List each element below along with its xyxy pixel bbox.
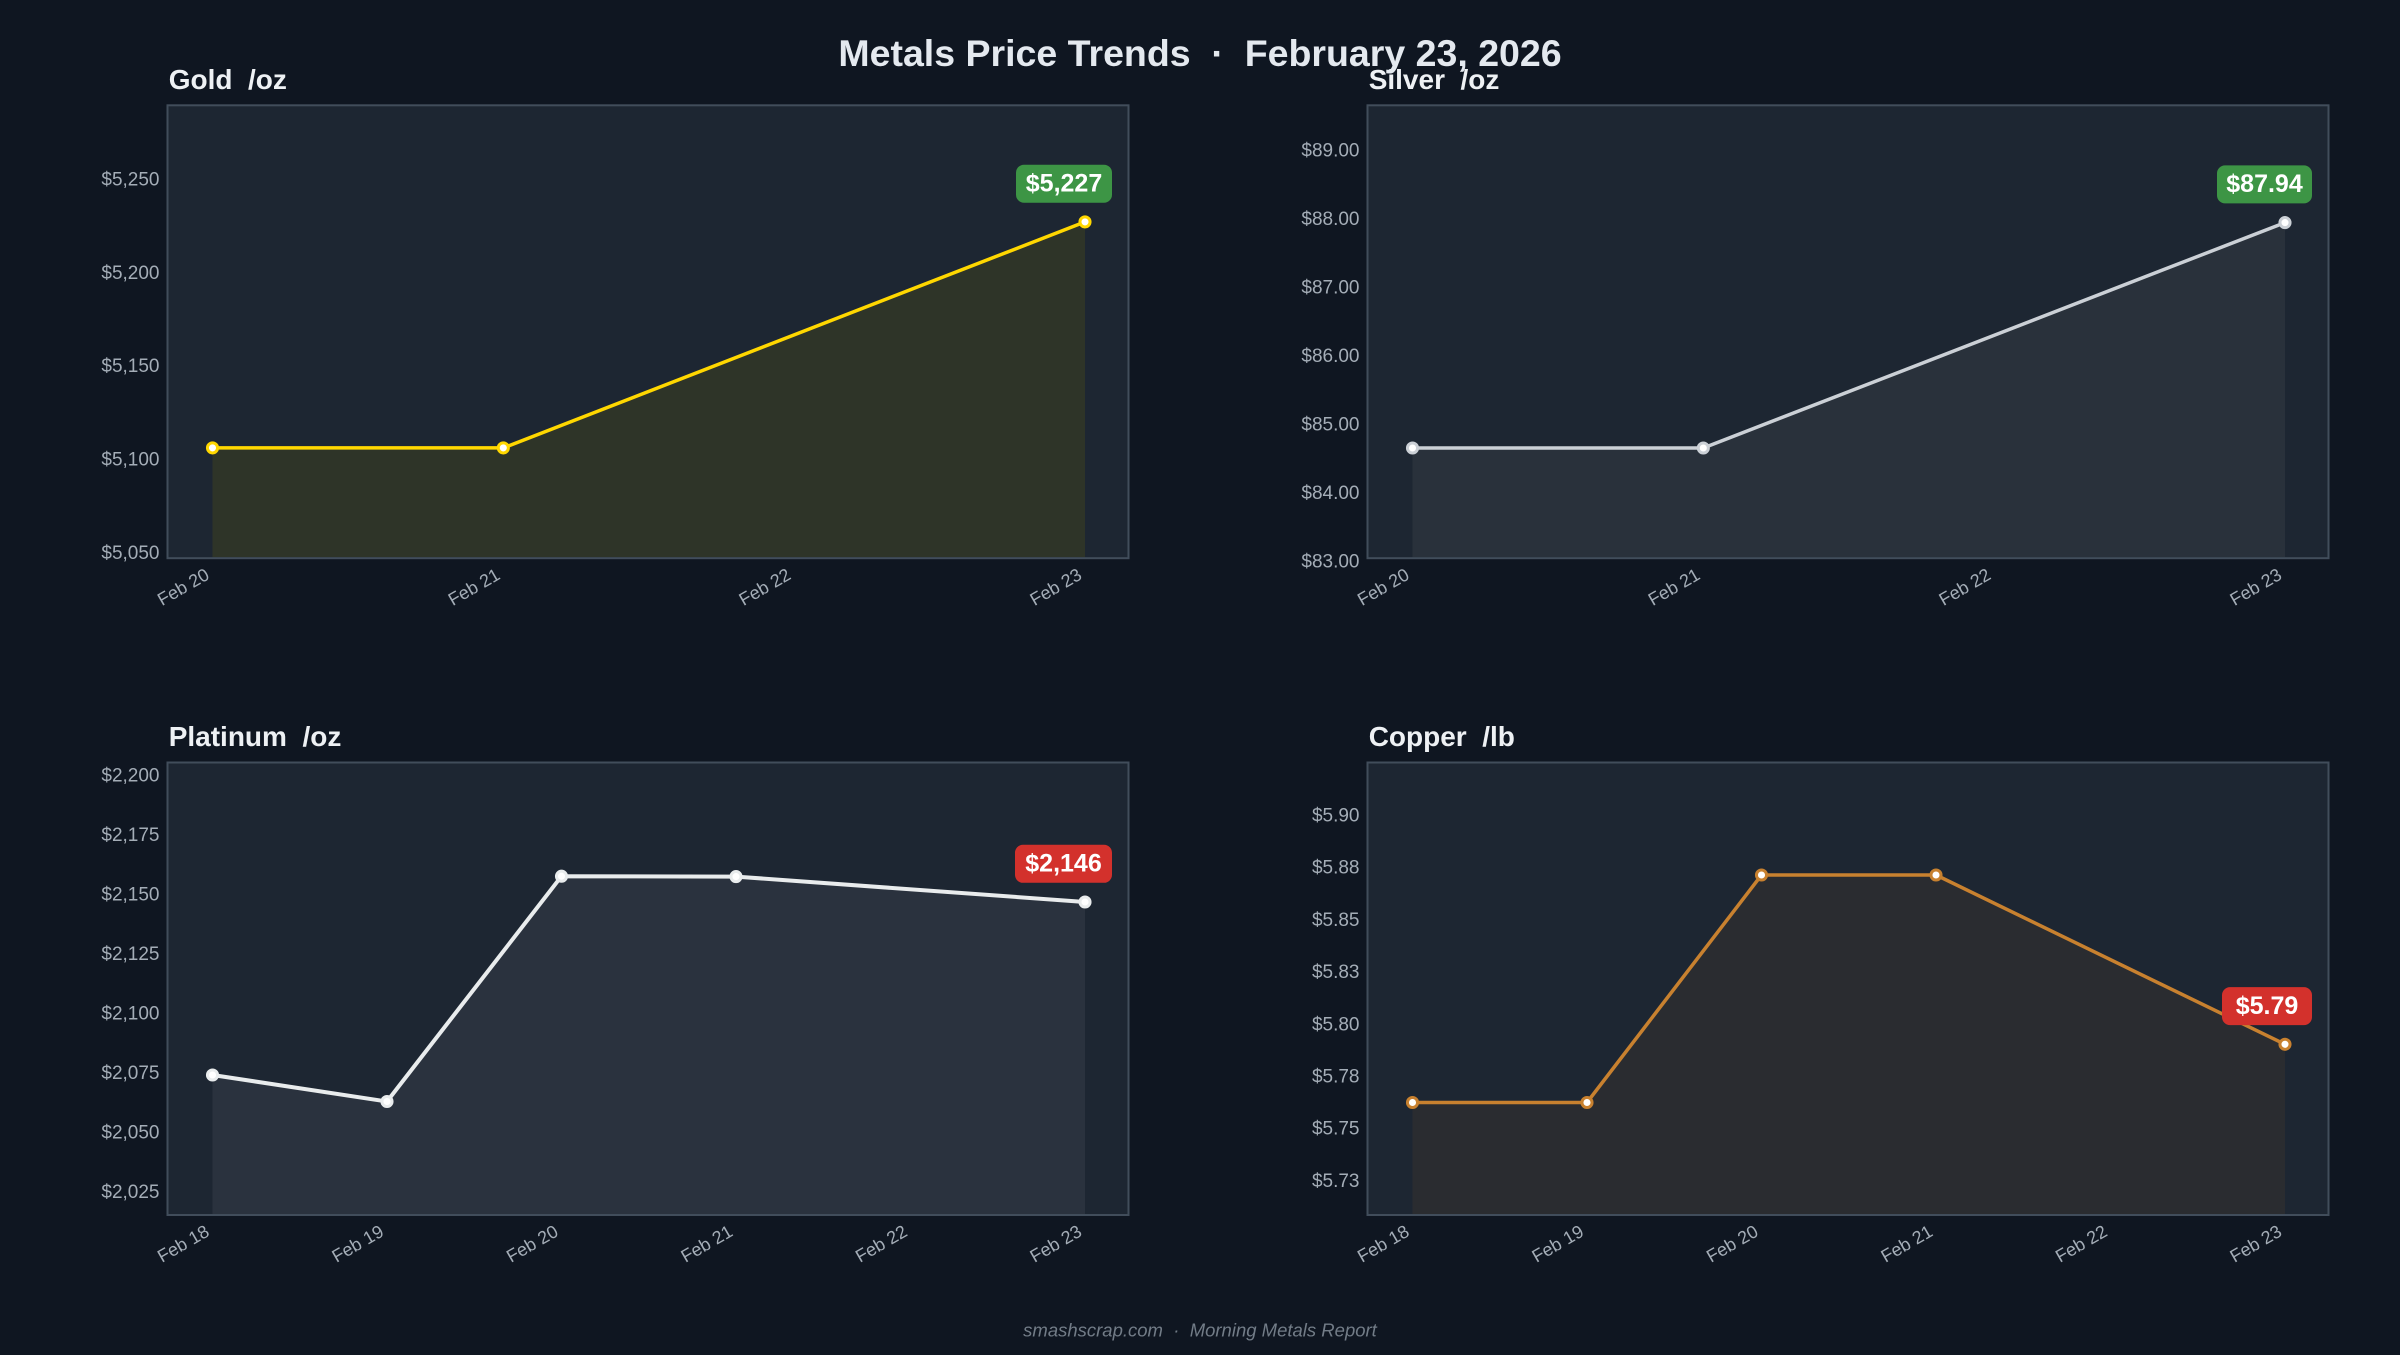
svg-text:$87.94: $87.94 bbox=[2226, 170, 2303, 198]
svg-text:$2,100: $2,100 bbox=[101, 1003, 159, 1024]
svg-text:$5,150: $5,150 bbox=[101, 356, 159, 377]
svg-text:$5.75: $5.75 bbox=[1312, 1119, 1360, 1140]
svg-text:smashscrap.com · Morning Met: smashscrap.com · Morning Metals Report bbox=[1023, 1320, 1378, 1341]
svg-text:$2,050: $2,050 bbox=[101, 1122, 159, 1143]
svg-text:$5.88: $5.88 bbox=[1312, 858, 1360, 879]
svg-text:$5.73: $5.73 bbox=[1312, 1171, 1360, 1192]
svg-text:Copper /lb: Copper /lb bbox=[1369, 721, 1515, 752]
svg-text:$86.00: $86.00 bbox=[1301, 346, 1359, 367]
svg-text:$87.00: $87.00 bbox=[1301, 278, 1359, 299]
svg-text:$2,075: $2,075 bbox=[101, 1063, 159, 1084]
svg-text:$5.90: $5.90 bbox=[1312, 806, 1360, 827]
svg-text:$5.78: $5.78 bbox=[1312, 1067, 1360, 1088]
svg-text:Silver /oz: Silver /oz bbox=[1369, 64, 1500, 95]
svg-text:$5.83: $5.83 bbox=[1312, 962, 1360, 983]
svg-text:$2,125: $2,125 bbox=[101, 944, 159, 965]
svg-text:Gold /oz: Gold /oz bbox=[169, 64, 287, 95]
svg-text:Platinum /oz: Platinum /oz bbox=[169, 721, 342, 752]
svg-text:$83.00: $83.00 bbox=[1301, 552, 1359, 573]
svg-text:$5,050: $5,050 bbox=[101, 543, 159, 564]
svg-text:$84.00: $84.00 bbox=[1301, 483, 1359, 504]
svg-text:$5.79: $5.79 bbox=[2236, 992, 2299, 1020]
svg-text:$5,200: $5,200 bbox=[101, 263, 159, 284]
svg-text:$89.00: $89.00 bbox=[1301, 141, 1359, 162]
svg-text:$2,025: $2,025 bbox=[101, 1182, 159, 1203]
svg-text:$2,200: $2,200 bbox=[101, 766, 159, 787]
svg-text:$2,150: $2,150 bbox=[101, 885, 159, 906]
svg-text:$2,175: $2,175 bbox=[101, 825, 159, 846]
svg-text:Metals Price Trends · Februa: Metals Price Trends · February 23, 2026 bbox=[838, 32, 1561, 74]
svg-text:$85.00: $85.00 bbox=[1301, 415, 1359, 436]
svg-text:$5,100: $5,100 bbox=[101, 450, 159, 471]
svg-text:$2,146: $2,146 bbox=[1025, 850, 1101, 878]
svg-text:$5.80: $5.80 bbox=[1312, 1014, 1360, 1035]
svg-text:$88.00: $88.00 bbox=[1301, 209, 1359, 230]
svg-text:$5,250: $5,250 bbox=[101, 169, 159, 190]
svg-text:$5.85: $5.85 bbox=[1312, 910, 1360, 931]
svg-text:$5,227: $5,227 bbox=[1026, 170, 1102, 198]
